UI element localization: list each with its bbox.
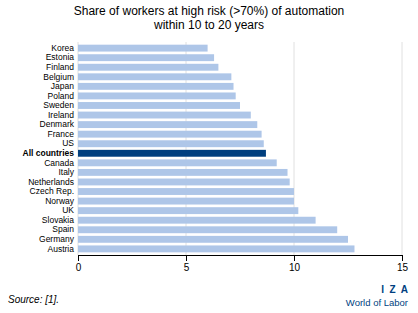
chart: Share of workers at high risk (>70%) of … (0, 0, 418, 313)
y-tick-label: Denmark (40, 119, 75, 129)
x-tick: 10 (289, 255, 301, 273)
x-axis: 0 5 10 15 (76, 255, 409, 273)
bar (78, 121, 257, 128)
y-tick-label: Sweden (43, 100, 74, 110)
x-tick-label: 0 (76, 262, 82, 273)
bar (78, 102, 240, 109)
y-tick-label: Poland (48, 91, 75, 101)
bar (78, 73, 231, 80)
y-tick: Netherlands (28, 177, 74, 187)
y-tick: Finland (46, 62, 74, 72)
y-tick: Denmark (40, 119, 75, 129)
title-line: Share of workers at high risk (>70%) of … (74, 4, 344, 18)
y-tick: Norway (45, 196, 75, 206)
bar (78, 112, 251, 119)
y-tick-label: Italy (58, 167, 74, 177)
bar (78, 226, 337, 233)
source: Source: [1]. (8, 294, 59, 305)
x-axis-line (79, 256, 403, 262)
x-tick-mark (294, 255, 295, 261)
y-tick: Estonia (46, 52, 75, 62)
x-tick: 15 (397, 255, 409, 273)
y-tick: Ireland (48, 110, 74, 120)
plot: 0 5 10 15 KoreaEstoniaFinlandBelgiumJapanPol… (23, 42, 409, 273)
logo-subtext: World of Labor (346, 297, 408, 308)
y-tick: Spain (52, 224, 74, 234)
y-tick-label: Korea (51, 43, 74, 53)
y-tick: Japan (51, 81, 74, 91)
title: Share of workers at high risk (>70%) of … (74, 4, 344, 32)
bar (78, 236, 348, 243)
y-tick: Slovakia (42, 215, 74, 225)
bar (78, 54, 214, 61)
y-tick: UK (62, 205, 74, 215)
x-tick-label: 10 (289, 262, 301, 273)
bar (78, 188, 294, 195)
y-tick-label: UK (62, 205, 74, 215)
y-tick: Korea (51, 43, 74, 53)
bars (78, 45, 354, 253)
y-tick: Germany (39, 234, 75, 244)
y-tick-label: Japan (51, 81, 74, 91)
y-tick-label: Ireland (48, 110, 74, 120)
y-tick: Poland (48, 91, 75, 101)
grid (78, 42, 402, 255)
y-tick: France (48, 129, 75, 139)
bar (78, 198, 294, 205)
bar (78, 140, 264, 147)
bar (78, 169, 288, 176)
y-tick: Austria (48, 244, 75, 254)
y-tick-label: Belgium (43, 72, 74, 82)
y-tick-label: Finland (46, 62, 74, 72)
bar (78, 45, 208, 52)
y-tick: Belgium (43, 72, 74, 82)
bar (78, 245, 354, 252)
y-tick-label: Canada (44, 158, 74, 168)
y-tick: Italy (58, 167, 74, 177)
bar (78, 131, 262, 138)
y-tick-label: Norway (45, 196, 75, 206)
bar (78, 179, 290, 186)
y-tick-label: US (62, 138, 74, 148)
y-tick-label: Germany (39, 234, 75, 244)
grid-line (402, 42, 403, 255)
y-tick-label: Czech Rep. (30, 186, 74, 196)
x-tick: 0 (76, 255, 82, 273)
bar (78, 92, 236, 99)
y-tick: Canada (44, 158, 74, 168)
y-tick-label: Estonia (46, 52, 75, 62)
x-tick-mark (186, 255, 187, 261)
bar (78, 159, 277, 166)
y-tick: Czech Rep. (30, 186, 74, 196)
y-tick: Sweden (43, 100, 74, 110)
x-tick-mark (78, 255, 79, 261)
x-tick-label: 5 (184, 262, 190, 273)
y-tick-label: All countries (23, 148, 75, 158)
title-line: within 10 to 20 years (153, 18, 264, 32)
bar (78, 64, 218, 71)
x-tick: 5 (184, 255, 190, 273)
y-tick-label: France (48, 129, 75, 139)
y-tick: All countries (23, 148, 75, 158)
y-tick-label: Slovakia (42, 215, 74, 225)
y-tick: US (62, 138, 74, 148)
bar (78, 150, 266, 157)
y-tick-label: Netherlands (28, 177, 74, 187)
x-tick-mark (402, 255, 403, 261)
x-tick-label: 15 (397, 262, 409, 273)
bar (78, 207, 298, 214)
bar (78, 217, 316, 224)
bar (78, 83, 234, 90)
y-tick-label: Spain (52, 224, 74, 234)
y-axis: KoreaEstoniaFinlandBelgiumJapanPolandSwe… (23, 43, 75, 254)
logo-text: I Z A (381, 284, 408, 295)
y-tick-label: Austria (48, 244, 75, 254)
